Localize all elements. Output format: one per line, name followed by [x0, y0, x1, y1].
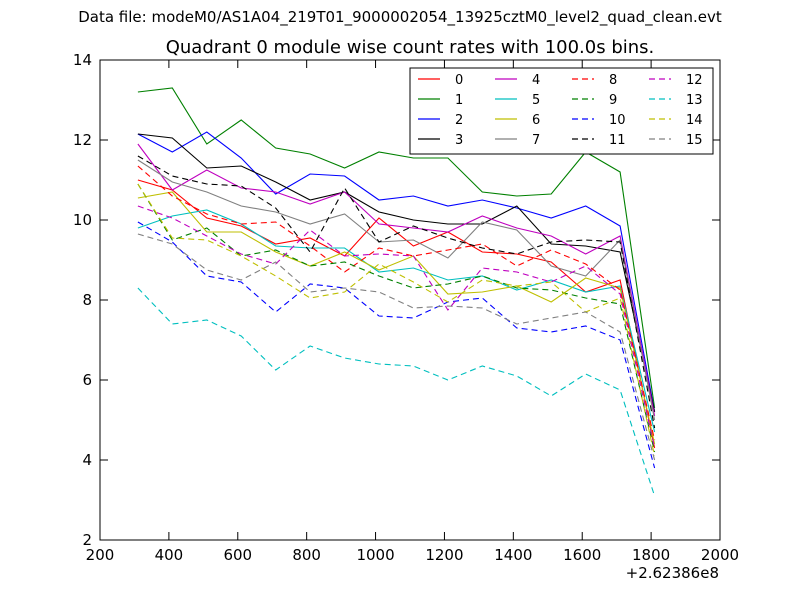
series-line-2 [137, 131, 656, 413]
x-tick-label: 1800 [632, 546, 670, 564]
y-tick-label: 8 [82, 291, 92, 309]
legend-label-3: 3 [455, 133, 463, 148]
legend-label-10: 10 [609, 113, 626, 128]
y-tick-label: 10 [73, 211, 92, 229]
axis-ticks-layer: 200 400 600 800 1000 1200 1400 1600 1800 2000 2 4 6 8… [73, 51, 739, 564]
legend-label-14: 14 [686, 113, 703, 128]
legend-label-1: 1 [455, 93, 463, 108]
series-line-11 [137, 155, 656, 429]
series-line-8 [137, 165, 656, 441]
legend-label-4: 4 [532, 73, 540, 88]
legend-label-7: 7 [532, 133, 540, 148]
x-tick-label: 1000 [356, 546, 394, 564]
series-line-1 [137, 87, 656, 409]
series-line-12 [137, 205, 656, 449]
legend-label-6: 6 [532, 113, 540, 128]
legend-box [409, 67, 714, 155]
x-tick-label: 1600 [563, 546, 601, 564]
figure-suptitle: Data file: modeM0/AS1A04_219T01_90000020… [78, 8, 722, 26]
x-tick-label: 600 [223, 546, 252, 564]
y-tick-label: 12 [73, 131, 92, 149]
series-line-0 [137, 179, 656, 449]
series-line-6 [137, 191, 656, 445]
legend-label-15: 15 [686, 133, 703, 148]
series-line-15 [137, 233, 656, 461]
x-tick-label: 800 [292, 546, 321, 564]
series-line-7 [137, 159, 656, 421]
y-tick-label: 4 [82, 451, 92, 469]
series-line-10 [137, 221, 656, 469]
series-line-5 [137, 209, 656, 433]
y-tick-label: 14 [73, 51, 92, 69]
legend-label-11: 11 [609, 133, 626, 148]
y-tick-label: 2 [82, 531, 92, 549]
chart-title: Quadrant 0 module wise count rates with … [165, 37, 655, 58]
legend-label-8: 8 [609, 73, 617, 88]
x-tick-label: 1200 [425, 546, 463, 564]
x-tick-label: 400 [155, 546, 184, 564]
series-line-9 [137, 183, 656, 453]
legend-label-9: 9 [609, 93, 617, 108]
legend-label-5: 5 [532, 93, 540, 108]
y-tick-label: 6 [82, 371, 92, 389]
legend-label-13: 13 [686, 93, 703, 108]
x-tick-label: 200 [86, 546, 115, 564]
series-line-13 [137, 287, 656, 497]
legend-label-0: 0 [455, 73, 463, 88]
series-line-14 [137, 183, 656, 457]
legend-label-2: 2 [455, 113, 463, 128]
x-offset-label: +2.62386e8 [626, 564, 719, 582]
legend-label-12: 12 [686, 73, 703, 88]
series-lines-layer [137, 87, 656, 497]
x-tick-label: 1400 [494, 546, 532, 564]
series-line-4 [137, 143, 656, 417]
x-tick-label: 2000 [701, 546, 739, 564]
